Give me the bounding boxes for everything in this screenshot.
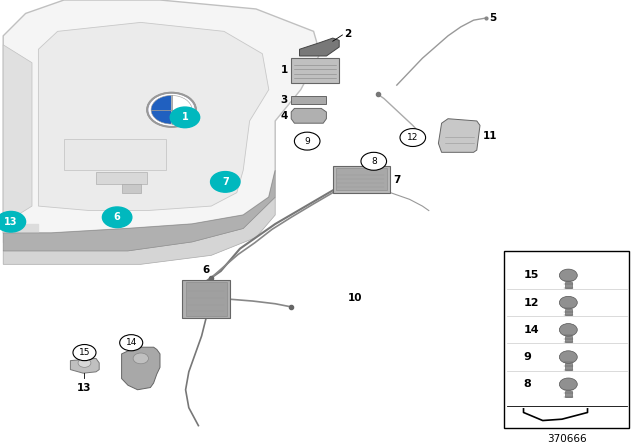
Text: 2: 2 xyxy=(344,29,351,39)
Circle shape xyxy=(559,351,577,363)
Bar xyxy=(565,391,572,397)
Bar xyxy=(182,280,230,318)
Text: 7: 7 xyxy=(222,177,228,187)
Circle shape xyxy=(133,353,148,364)
Text: 12: 12 xyxy=(407,133,419,142)
Circle shape xyxy=(0,211,26,232)
Text: 3: 3 xyxy=(281,95,288,105)
Circle shape xyxy=(294,132,320,150)
Text: 6: 6 xyxy=(202,265,210,275)
Polygon shape xyxy=(438,119,480,152)
Text: 1: 1 xyxy=(281,65,288,75)
Bar xyxy=(96,172,147,184)
Circle shape xyxy=(170,107,200,128)
Text: 12: 12 xyxy=(524,297,539,308)
Bar xyxy=(565,363,572,370)
Text: 15: 15 xyxy=(79,348,90,357)
Text: 14: 14 xyxy=(524,325,539,335)
Text: 13: 13 xyxy=(77,383,92,392)
Wedge shape xyxy=(151,95,172,124)
Text: 9: 9 xyxy=(524,352,531,362)
Polygon shape xyxy=(70,358,99,373)
Polygon shape xyxy=(3,45,32,224)
Bar xyxy=(565,336,572,342)
Text: 370666: 370666 xyxy=(547,434,586,444)
Bar xyxy=(565,282,572,288)
Bar xyxy=(291,96,326,104)
Text: 8: 8 xyxy=(371,157,376,166)
Text: 1: 1 xyxy=(182,112,188,122)
Polygon shape xyxy=(300,38,339,56)
Circle shape xyxy=(559,378,577,391)
Bar xyxy=(291,58,339,83)
Text: 7: 7 xyxy=(394,175,401,185)
Polygon shape xyxy=(38,22,269,211)
Circle shape xyxy=(73,345,96,361)
Circle shape xyxy=(150,95,193,125)
Text: 15: 15 xyxy=(524,271,539,280)
Circle shape xyxy=(120,335,143,351)
Circle shape xyxy=(361,152,387,170)
Wedge shape xyxy=(172,95,192,124)
Circle shape xyxy=(78,358,91,367)
Bar xyxy=(64,139,166,170)
Polygon shape xyxy=(3,0,320,233)
Text: 10: 10 xyxy=(348,293,362,303)
Circle shape xyxy=(559,296,577,309)
Text: 11: 11 xyxy=(483,131,498,141)
Text: 8: 8 xyxy=(524,379,531,389)
Text: 14: 14 xyxy=(125,338,137,347)
Circle shape xyxy=(400,129,426,146)
Circle shape xyxy=(102,207,132,228)
Text: 6: 6 xyxy=(114,212,120,222)
Bar xyxy=(333,166,390,193)
Circle shape xyxy=(559,323,577,336)
Text: 4: 4 xyxy=(280,111,288,121)
Text: 5: 5 xyxy=(490,13,497,23)
Polygon shape xyxy=(3,170,275,251)
Polygon shape xyxy=(3,197,275,264)
Text: 13: 13 xyxy=(4,217,18,227)
Text: 9: 9 xyxy=(305,137,310,146)
Circle shape xyxy=(559,269,577,282)
Circle shape xyxy=(147,93,196,127)
Bar xyxy=(336,168,387,190)
Bar xyxy=(186,282,227,316)
Bar xyxy=(565,309,572,315)
Circle shape xyxy=(211,172,240,192)
Polygon shape xyxy=(291,108,326,123)
Bar xyxy=(504,251,629,428)
Bar xyxy=(122,184,141,193)
Polygon shape xyxy=(122,345,160,390)
